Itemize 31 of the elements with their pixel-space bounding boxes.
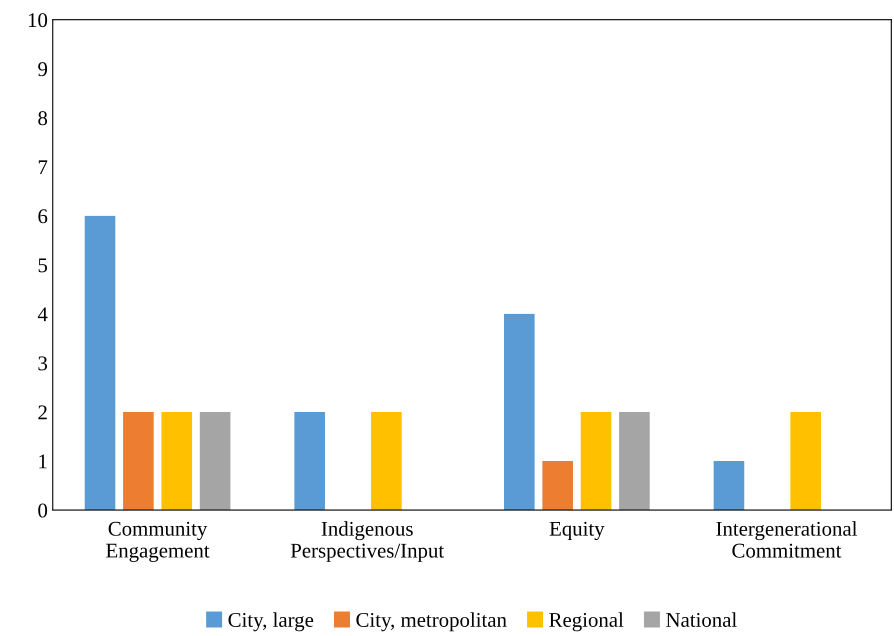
x-tick-label: Community Engagement — [106, 522, 210, 562]
y-tick-label: 7 — [38, 160, 48, 174]
y-tick-label: 10 — [28, 13, 48, 28]
y-tick-label: 1 — [39, 454, 47, 468]
y-tick-label: 3 — [38, 356, 48, 370]
y-tick-label: 9 — [38, 62, 48, 76]
bar — [123, 412, 154, 510]
bar — [790, 412, 821, 510]
bar — [294, 412, 325, 510]
legend-label: City, large — [228, 612, 314, 632]
legend-label: City, metropolitan — [356, 612, 507, 632]
bar — [200, 412, 230, 510]
y-tick-label: 8 — [38, 111, 48, 126]
bar — [161, 412, 192, 510]
bar — [714, 461, 744, 510]
legend-label: National — [666, 612, 737, 627]
y-tick-label: 6 — [38, 209, 48, 224]
x-tick-label: Indigenous Perspectives/Input — [290, 521, 444, 562]
y-tick-label: 2 — [38, 405, 47, 420]
bar — [504, 314, 535, 510]
y-tick-label: 0 — [38, 503, 48, 518]
bar — [580, 412, 612, 510]
x-tick-label: Intergenerational Commitment — [716, 521, 858, 558]
y-tick-label: 5 — [38, 258, 48, 272]
bar — [542, 461, 573, 510]
bar — [371, 412, 402, 510]
bar — [619, 412, 650, 510]
y-tick-label: 4 — [38, 307, 48, 322]
legend-label: Regional — [549, 612, 624, 632]
bar — [84, 216, 116, 510]
x-tick-label: Equity — [550, 522, 605, 540]
